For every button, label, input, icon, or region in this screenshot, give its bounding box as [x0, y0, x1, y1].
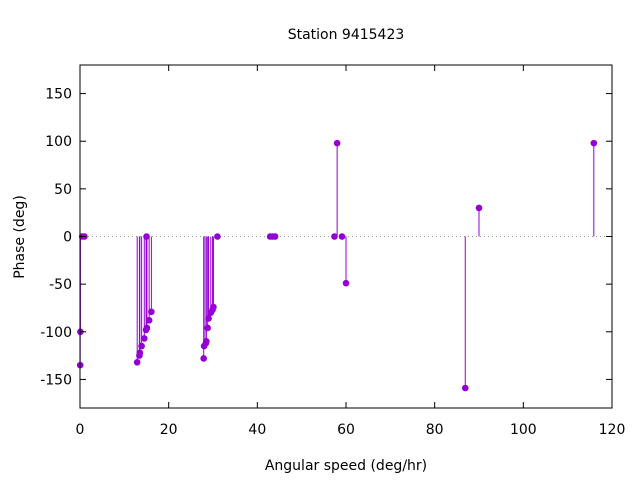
data-point-7: [138, 342, 145, 350]
x-tick-label: 80: [426, 422, 444, 438]
data-point-27: [331, 233, 338, 240]
data-point-33: [590, 139, 598, 147]
data-point-26: [271, 233, 279, 240]
data-point-30: [342, 279, 350, 287]
y-tick-label: -100: [40, 325, 72, 341]
x-tick-label: 120: [599, 422, 626, 438]
data-point-12: [145, 317, 153, 324]
data-point-14: [200, 355, 207, 362]
y-tick-label: 50: [54, 182, 72, 198]
y-tick-label: 150: [45, 87, 72, 103]
x-axis-ticks: 0 20 40 60 80 100 120: [76, 65, 626, 438]
data-point-4: [133, 358, 141, 366]
data-point-8: [140, 335, 148, 342]
data-point-32: [475, 204, 483, 212]
data-point-10: [143, 233, 150, 240]
data-point-13: [148, 308, 155, 316]
data-point-17: [203, 338, 210, 345]
y-tick-label: 100: [45, 134, 72, 150]
data-point-22: [210, 303, 217, 311]
data-point-11: [143, 324, 151, 332]
x-axis-label: Angular speed (deg/hr): [265, 458, 427, 474]
x-tick-label: 20: [160, 422, 178, 438]
x-tick-label: 100: [510, 422, 537, 438]
data-point-18: [204, 324, 211, 332]
y-tick-label: -50: [49, 277, 72, 293]
impulse-group: [79, 143, 595, 388]
data-point-6: [136, 349, 144, 357]
x-tick-label: 0: [76, 422, 85, 438]
y-axis-label: Phase (deg): [12, 195, 28, 279]
chart-title: Station 9415423: [288, 27, 405, 43]
x-tick-label: 40: [248, 422, 266, 438]
data-point-29: [338, 233, 346, 240]
y-tick-label: 0: [63, 230, 72, 246]
y-tick-label: -150: [40, 372, 72, 388]
data-point-19: [205, 315, 212, 322]
y-axis-ticks: -150 -100 -50 0 50 100 150: [40, 87, 612, 388]
data-point-31: [461, 384, 469, 392]
x-tick-label: 60: [337, 422, 355, 438]
data-point-28: [333, 139, 341, 147]
data-point-23: [214, 233, 221, 240]
